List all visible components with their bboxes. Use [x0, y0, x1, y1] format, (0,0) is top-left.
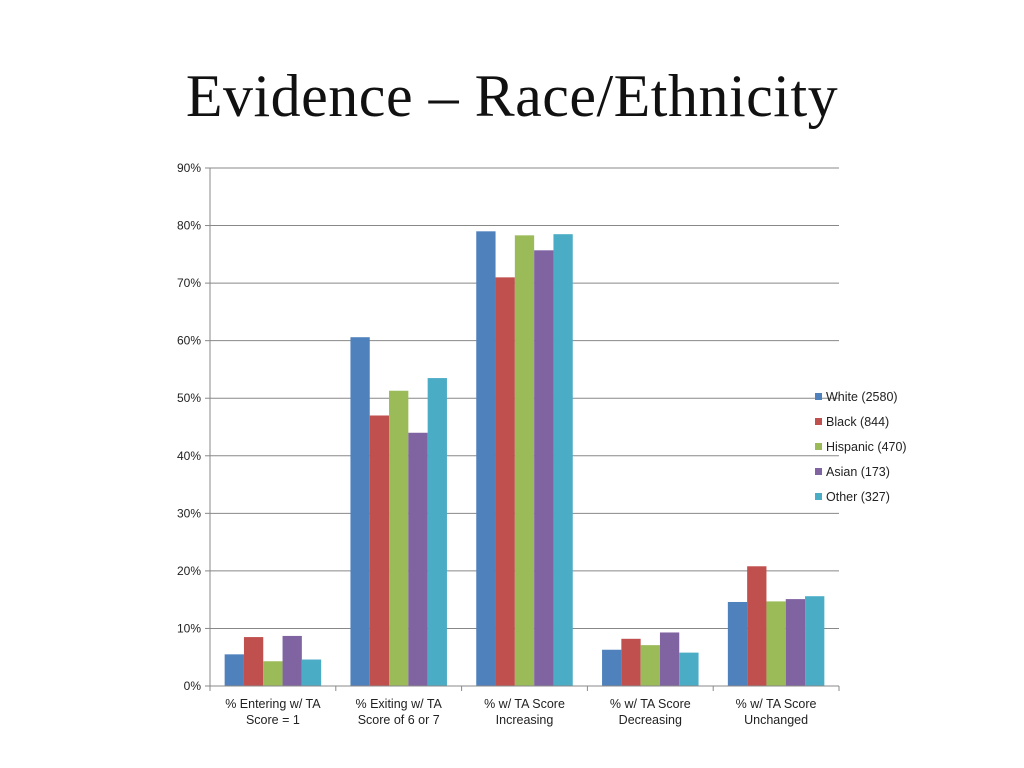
legend-label: Other (327) — [826, 490, 890, 504]
legend-swatch — [815, 493, 822, 500]
bar — [350, 337, 370, 686]
bar — [243, 637, 264, 686]
x-category-label: % w/ TA Score Increasing — [484, 697, 565, 727]
bar — [747, 566, 767, 686]
x-category-label: % w/ TA Score Decreasing — [610, 697, 691, 727]
y-tick-label: 60% — [177, 334, 201, 348]
bar — [369, 415, 390, 686]
y-tick-label: 30% — [177, 506, 201, 520]
bar — [427, 378, 447, 686]
bar — [389, 390, 409, 686]
bar — [727, 601, 748, 686]
bar — [679, 652, 699, 686]
bar — [476, 231, 496, 686]
legend-label: Black (844) — [826, 415, 889, 429]
y-tick-label: 40% — [177, 449, 201, 463]
y-tick-label: 80% — [177, 219, 201, 233]
bar — [785, 599, 806, 686]
bar — [408, 432, 428, 686]
y-tick-label: 90% — [177, 161, 201, 175]
x-category-label: % Exiting w/ TA Score of 6 or 7 — [356, 697, 443, 727]
y-tick-label: 10% — [177, 621, 201, 635]
bar — [805, 596, 825, 686]
bar — [282, 635, 302, 686]
legend-swatch — [815, 443, 822, 450]
x-category-label: % w/ TA Score Unchanged — [736, 697, 817, 727]
legend-label: Hispanic (470) — [826, 440, 907, 454]
y-tick-label: 0% — [184, 679, 202, 693]
bar — [621, 638, 641, 686]
bar — [553, 234, 573, 686]
legend-swatch — [815, 418, 822, 425]
legend-label: White (2580) — [826, 390, 898, 404]
legend-swatch — [815, 393, 822, 400]
bar — [514, 235, 535, 686]
x-category-label: % Entering w/ TA Score = 1 — [225, 697, 321, 727]
y-tick-label: 20% — [177, 564, 201, 578]
legend-swatch — [815, 468, 822, 475]
bar — [602, 649, 622, 686]
bar — [659, 632, 680, 686]
y-tick-label: 70% — [177, 276, 201, 290]
legend: White (2580) Black (844) Hispanic (470) Asi… — [815, 390, 907, 504]
bar — [495, 277, 515, 686]
bar — [263, 661, 283, 686]
bar — [224, 654, 244, 686]
bars — [224, 231, 825, 687]
bar — [301, 659, 322, 686]
bar — [640, 645, 660, 686]
y-tick-label: 50% — [177, 391, 201, 405]
slide-title: Evidence – Race/Ethnicity — [185, 63, 839, 129]
bar — [766, 601, 786, 686]
bar — [534, 250, 554, 687]
axes: 0% 10% 20% 30% 40% 50% 60% 70% 80% 90% % Entering … — [177, 161, 840, 727]
legend-label: Asian (173) — [826, 465, 890, 479]
